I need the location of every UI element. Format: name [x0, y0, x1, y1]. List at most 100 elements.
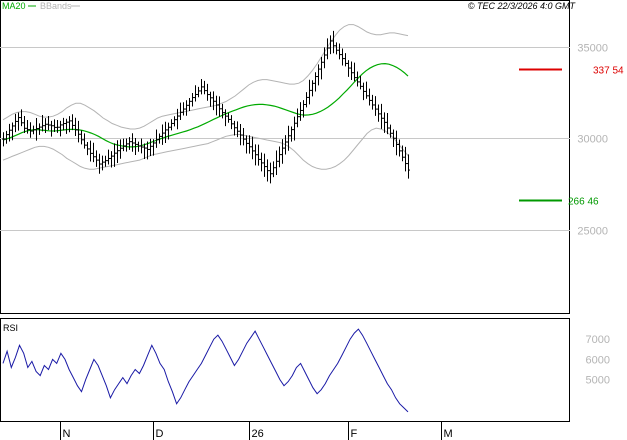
price-bar	[335, 42, 338, 55]
price-bar	[212, 91, 215, 111]
bollinger-bands	[2, 24, 409, 170]
price-bar	[233, 120, 236, 136]
price-bar	[197, 86, 200, 98]
legend-ma20: MA20	[2, 1, 26, 11]
x-tick-label: D	[156, 428, 164, 440]
x-tick-label: N	[63, 428, 71, 440]
price-bar	[131, 133, 134, 152]
price-bar	[305, 92, 308, 108]
price-bar	[167, 122, 170, 140]
price-bar	[29, 122, 32, 138]
price-bar	[191, 92, 194, 107]
ma20-line	[2, 62, 409, 148]
price-bar	[38, 123, 41, 135]
price-bar	[311, 80, 314, 97]
price-bar	[326, 38, 329, 60]
price-bar	[380, 103, 383, 129]
price-bar	[185, 100, 188, 116]
price-bar	[35, 118, 38, 141]
price-bar	[395, 130, 398, 156]
price-bar	[344, 53, 347, 67]
price-bar	[188, 98, 191, 111]
price-bar	[284, 135, 287, 155]
price-bar	[386, 113, 389, 135]
price-bars	[2, 30, 410, 184]
price-bar	[377, 104, 380, 122]
price-bar	[392, 129, 395, 147]
price-bar	[338, 43, 341, 60]
price-bar	[2, 132, 5, 147]
price-bar	[293, 116, 296, 141]
price-bar	[62, 117, 65, 131]
price-levels: 337 54 266 46	[519, 66, 624, 208]
rsi-tick-label: 5000	[586, 375, 610, 387]
price-bar	[206, 83, 209, 101]
price-tick-label: 30000	[577, 134, 608, 146]
ma20-path	[2, 62, 409, 148]
price-bar	[116, 140, 119, 163]
price-bar	[236, 121, 239, 138]
price-bar	[260, 152, 263, 172]
price-bar	[329, 35, 332, 55]
price-bar	[239, 124, 242, 146]
price-bar	[347, 60, 350, 77]
price-bar	[398, 139, 401, 157]
price-bar	[32, 125, 35, 135]
price-bar	[278, 146, 281, 168]
price-bar	[224, 109, 227, 127]
price-bar	[17, 112, 20, 131]
price-bar	[407, 154, 410, 179]
price-bar	[5, 130, 8, 144]
price-bar	[242, 127, 245, 146]
price-bar	[296, 108, 299, 128]
x-tick-label: M	[444, 428, 453, 440]
price-bar	[389, 124, 392, 138]
price-bar	[74, 117, 77, 136]
price-bar	[14, 113, 17, 133]
price-bar	[164, 121, 167, 143]
price-bar	[359, 75, 362, 90]
price-bar	[281, 139, 284, 164]
rsi-path	[2, 328, 409, 413]
price-bar	[128, 137, 131, 150]
price-bar	[152, 139, 155, 156]
price-bar	[113, 143, 116, 167]
price-bar	[200, 79, 203, 95]
resistance-level-label: 337 54	[593, 66, 624, 77]
price-bar	[374, 96, 377, 116]
price-bar	[350, 61, 353, 81]
price-bar	[269, 162, 272, 184]
price-bar	[254, 144, 257, 166]
price-bar	[179, 102, 182, 120]
price-bar	[71, 114, 74, 131]
price-bar	[314, 72, 317, 92]
legend-bbands: BBands	[40, 1, 72, 11]
rsi-tick-label: 6000	[586, 354, 610, 366]
price-bar	[251, 136, 254, 160]
price-bar	[194, 85, 197, 102]
price-bar	[110, 151, 113, 168]
rsi-panel-frame	[0, 318, 570, 422]
price-bar	[401, 145, 404, 162]
price-bar	[137, 141, 140, 152]
price-bar	[362, 82, 365, 101]
price-bar	[176, 108, 179, 130]
price-bar	[89, 140, 92, 162]
support-level-label: 266 46	[568, 197, 599, 208]
price-bar	[140, 138, 143, 154]
price-bar	[320, 56, 323, 80]
price-bar	[125, 138, 128, 152]
price-bar	[308, 79, 311, 105]
x-tick-label: 26	[252, 428, 264, 440]
price-bar	[218, 96, 221, 117]
price-bar	[83, 133, 86, 149]
price-bar	[26, 120, 29, 134]
price-bar	[59, 120, 62, 137]
price-bar	[290, 126, 293, 142]
price-bar	[227, 112, 230, 123]
price-bar	[257, 144, 260, 166]
price-bar	[266, 159, 269, 182]
price-bar	[20, 109, 23, 127]
price-bar	[98, 153, 101, 174]
price-bar	[53, 119, 56, 133]
